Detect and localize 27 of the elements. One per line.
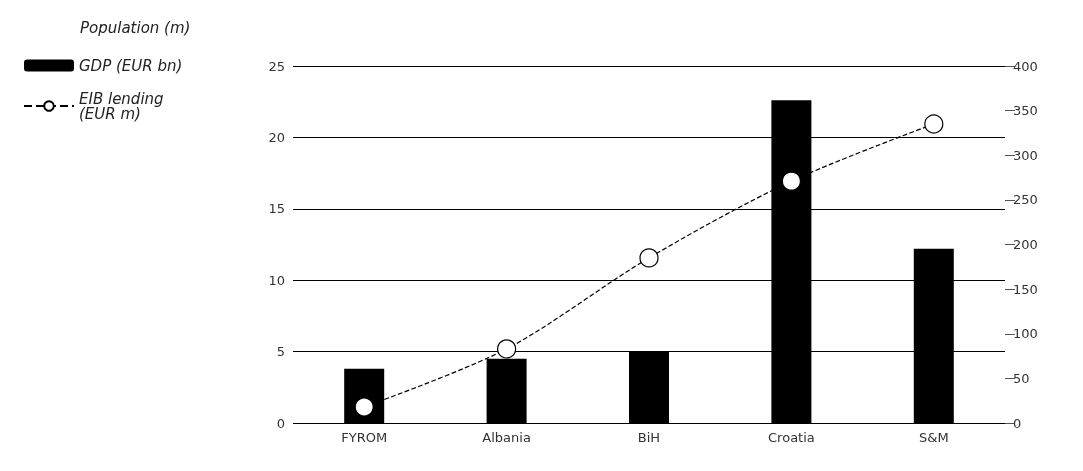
y2-tick-label: 100 [1013, 326, 1038, 342]
y2-tick-label: 150 [1013, 281, 1038, 297]
legend-title: Population (m) [80, 18, 191, 37]
y2-tick-label: 400 [1013, 58, 1038, 74]
x-tick-label: S&M [919, 430, 949, 445]
y-tick-label: 5 [276, 344, 285, 360]
y2-tick-label: 50 [1013, 370, 1030, 386]
y-tick-label: 15 [268, 201, 285, 217]
y-tick-label: 20 [268, 129, 285, 145]
y2-tick-label: 350 [1013, 103, 1038, 119]
point [497, 339, 517, 359]
legend-label: EIB lending (EUR m) [79, 89, 169, 123]
y-tick-label: 25 [268, 58, 285, 74]
y2-tick-label: 0 [1013, 415, 1022, 431]
point [354, 397, 374, 417]
y2-tick-label: 250 [1013, 192, 1038, 208]
point [639, 248, 659, 268]
x-tick-label: BiH [637, 430, 661, 445]
y-tick-label: 10 [268, 272, 285, 288]
x-tick-label: FYROM [341, 430, 388, 445]
legend-label: GDP (EUR bn) [79, 56, 183, 75]
x-tick-label: Croatia [768, 430, 815, 445]
x-tick-label: Albania [482, 430, 531, 445]
y-tick-label: 0 [276, 415, 285, 431]
point [781, 171, 801, 191]
y2-tick-label: 300 [1013, 147, 1038, 163]
y2-tick-label: 200 [1013, 237, 1038, 252]
